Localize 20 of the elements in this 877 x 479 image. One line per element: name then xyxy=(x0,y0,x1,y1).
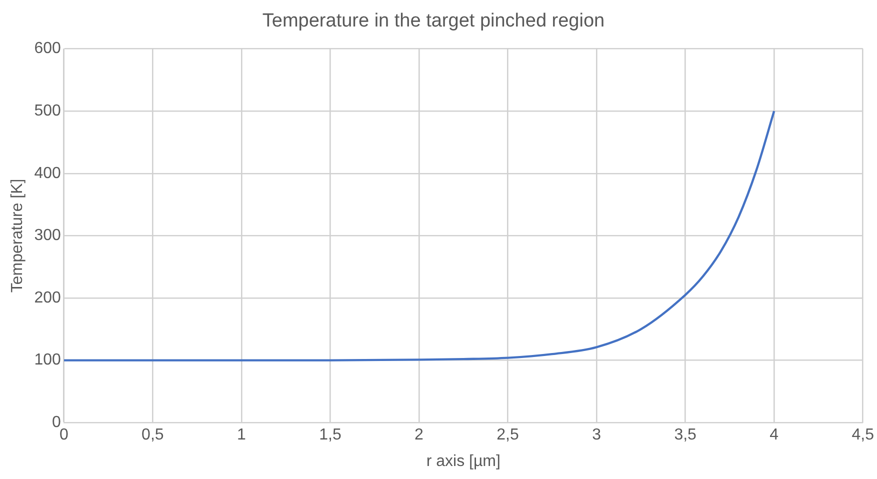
y-tick-label: 0 xyxy=(52,414,61,432)
y-tick-label: 200 xyxy=(34,289,61,306)
x-tick-label: 3,5 xyxy=(674,426,697,444)
y-tick-label: 600 xyxy=(34,40,61,58)
x-tick-label: 1,5 xyxy=(319,426,342,444)
chart-title: Temperature in the target pinched region xyxy=(262,10,605,32)
line-series xyxy=(64,110,776,362)
x-axis-title: r axis [µm] xyxy=(426,452,500,470)
x-tick-label: 4 xyxy=(770,426,779,444)
x-tick-label: 4,5 xyxy=(852,426,874,444)
y-tick-label: 500 xyxy=(34,102,61,120)
y-tick-label: 400 xyxy=(34,164,61,182)
x-tick-label: 2,5 xyxy=(496,426,519,444)
y-axis-title: Temperature [K] xyxy=(9,178,26,293)
x-tick-label: 0,5 xyxy=(142,426,164,444)
x-tick-label: 3 xyxy=(592,426,602,444)
x-tick-label: 1 xyxy=(236,426,246,444)
y-tick-label: 300 xyxy=(34,227,61,244)
x-tick-label: 2 xyxy=(414,426,424,444)
y-tick-label: 100 xyxy=(34,352,61,369)
